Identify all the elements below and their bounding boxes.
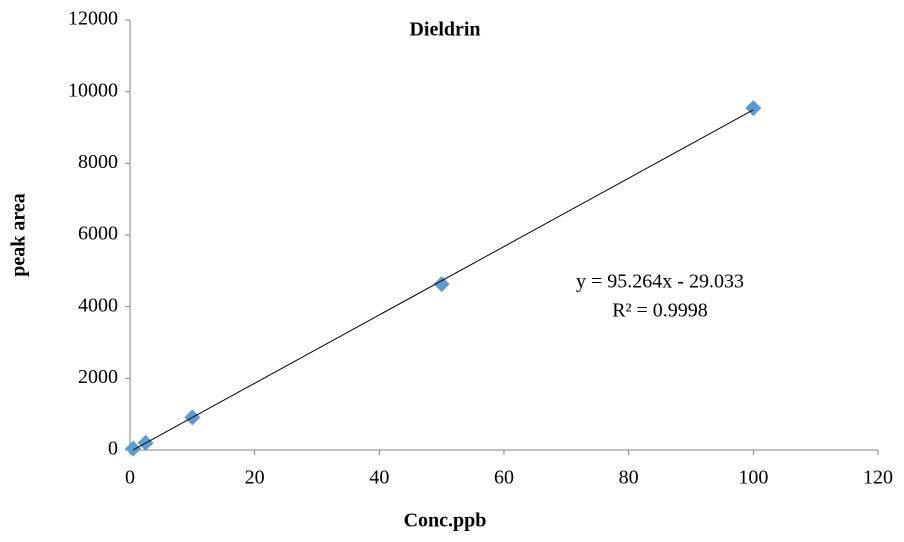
x-tick-label: 80 — [619, 467, 639, 489]
x-tick-label: 60 — [494, 467, 514, 489]
chart-title: Dieldrin — [409, 19, 480, 41]
trendline-equation: y = 95.264x - 29.033 — [576, 271, 744, 293]
y-axis-label: peak area — [8, 193, 30, 277]
trendline-r2: R² = 0.9998 — [612, 300, 708, 322]
y-tick-label: 12000 — [68, 8, 118, 30]
y-tick-label: 10000 — [68, 79, 118, 101]
y-tick-label: 4000 — [78, 294, 118, 316]
y-tick-label: 6000 — [78, 223, 118, 245]
x-tick-label: 20 — [245, 467, 265, 489]
point — [125, 440, 142, 457]
point — [433, 276, 450, 293]
x-axis-label: Conc.ppb — [404, 510, 487, 532]
point — [745, 100, 762, 117]
x-tick-label: 120 — [863, 467, 893, 489]
x-tick-label: 40 — [369, 467, 389, 489]
x-tick-label: 100 — [738, 467, 768, 489]
x-tick-label: 0 — [125, 467, 135, 489]
trendline — [132, 109, 754, 451]
y-tick-label: 0 — [108, 438, 118, 460]
y-tick-label: 8000 — [78, 151, 118, 173]
y-tick-label: 2000 — [78, 366, 118, 388]
